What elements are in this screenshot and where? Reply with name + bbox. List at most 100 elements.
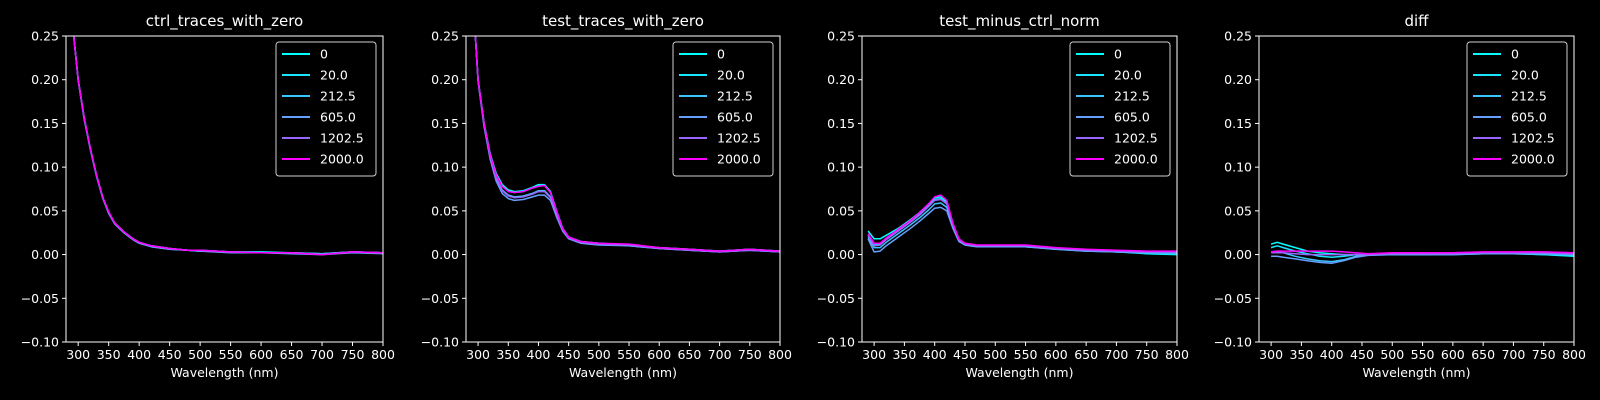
- legend-item: 605.0: [679, 110, 753, 125]
- series-line-5: [474, 36, 780, 252]
- legend-label: 2000.0: [1114, 152, 1158, 167]
- x-tick-label: 700: [1501, 347, 1525, 362]
- y-tick: 0.10: [431, 160, 466, 175]
- x-tick-label: 800: [1562, 347, 1586, 362]
- x-tick: 750: [1135, 342, 1159, 362]
- legend-label: 20.0: [1114, 68, 1142, 83]
- x-tick: 550: [617, 342, 641, 362]
- legend-label: 1202.5: [1114, 131, 1158, 146]
- legend-item: 605.0: [282, 110, 356, 125]
- chart-title: test_traces_with_zero: [542, 12, 704, 31]
- y-tick-label: 0.00: [431, 247, 459, 262]
- x-tick: 450: [557, 342, 581, 362]
- y-tick-label: −0.10: [817, 335, 855, 350]
- x-tick: 800: [1562, 342, 1586, 362]
- y-tick-label: 0.20: [431, 72, 459, 87]
- y-tick-label: −0.10: [21, 335, 59, 350]
- legend-item: 0: [282, 47, 328, 62]
- legend: 0 20.0 212.5 605.0 1202.5 2000.0: [1466, 41, 1568, 177]
- traces: [474, 36, 780, 253]
- y-tick-label: 0.25: [827, 29, 855, 44]
- y-tick-label: 0.00: [31, 247, 59, 262]
- legend-label: 605.0: [1511, 110, 1547, 125]
- chart-panel-3: 300 350 400 450 500 550 600 650 700 750 800 −0.10 −0…: [1214, 12, 1586, 380]
- x-tick-label: 800: [768, 347, 792, 362]
- chart-title: test_minus_ctrl_norm: [939, 12, 1100, 31]
- legend-item: 20.0: [679, 68, 745, 83]
- x-tick: 300: [66, 342, 90, 362]
- y-tick: 0.10: [1224, 160, 1259, 175]
- legend-item: 20.0: [1473, 68, 1539, 83]
- y-tick: 0.15: [1224, 116, 1259, 131]
- y-tick: 0.00: [1224, 247, 1259, 262]
- legend-item: 0: [1473, 47, 1519, 62]
- x-tick: 500: [983, 342, 1007, 362]
- legend-label: 2000.0: [717, 152, 761, 167]
- legend-label: 20.0: [1511, 68, 1539, 83]
- x-tick: 750: [341, 342, 364, 362]
- x-tick-label: 700: [708, 347, 732, 362]
- x-tick: 500: [188, 342, 212, 362]
- legend-item: 212.5: [1473, 89, 1547, 104]
- chart-panel-0: 300 350 400 450 500 550 600 650 700 750 800 −0.10 −0…: [21, 12, 395, 380]
- legend-item: 212.5: [282, 89, 356, 104]
- y-tick-label: 0.15: [31, 116, 59, 131]
- chart-panel-2: 300 350 400 450 500 550 600 650 700 750 800 −0.10 −0…: [817, 12, 1189, 380]
- y-tick-label: 0.10: [1224, 160, 1252, 175]
- chart-title: diff: [1404, 12, 1429, 30]
- y-tick-label: 0.25: [431, 29, 459, 44]
- x-tick-label: 400: [1320, 347, 1344, 362]
- y-tick: −0.05: [421, 291, 466, 306]
- y-tick: −0.10: [421, 335, 466, 350]
- legend-label: 0: [1114, 47, 1122, 62]
- y-tick: 0.20: [1224, 72, 1259, 87]
- legend-item: 1202.5: [1076, 131, 1158, 146]
- y-tick-label: 0.20: [1224, 72, 1252, 87]
- x-tick: 600: [1441, 342, 1465, 362]
- x-tick-label: 700: [310, 347, 334, 362]
- y-tick: 0.00: [827, 247, 862, 262]
- series-line-3: [867, 206, 1177, 254]
- y-tick: −0.05: [21, 291, 66, 306]
- x-tick: 350: [892, 342, 916, 362]
- traces: [867, 194, 1177, 256]
- axes-frame: [1258, 35, 1575, 343]
- x-tick-label: 300: [862, 347, 886, 362]
- legend-label: 0: [717, 47, 725, 62]
- y-tick: −0.05: [1214, 291, 1259, 306]
- x-tick-label: 750: [1532, 347, 1556, 362]
- legend: 0 20.0 212.5 605.0 1202.5 2000.0: [1069, 41, 1171, 177]
- y-tick-label: 0.15: [1224, 116, 1252, 131]
- y-tick-label: −0.05: [1214, 291, 1252, 306]
- x-tick-label: 800: [371, 347, 395, 362]
- y-tick: 0.15: [827, 116, 862, 131]
- traces: [1270, 241, 1574, 265]
- legend: 0 20.0 212.5 605.0 1202.5 2000.0: [275, 41, 377, 177]
- legend-item: 20.0: [282, 68, 348, 83]
- chart-panel-1: 300 350 400 450 500 550 600 650 700 750 800 −0.10 −0…: [421, 12, 792, 380]
- y-tick-label: 0.15: [431, 116, 459, 131]
- y-tick: 0.15: [431, 116, 466, 131]
- y-tick-label: 0.15: [827, 116, 855, 131]
- legend-item: 2000.0: [1473, 152, 1555, 167]
- x-tick-label: 350: [892, 347, 916, 362]
- legend-label: 605.0: [1114, 110, 1150, 125]
- x-tick: 400: [1320, 342, 1344, 362]
- x-tick-label: 650: [280, 347, 304, 362]
- x-tick: 350: [97, 342, 121, 362]
- x-tick: 500: [1380, 342, 1404, 362]
- x-tick: 400: [527, 342, 550, 362]
- x-tick-label: 650: [677, 347, 701, 362]
- x-tick-label: 400: [923, 347, 947, 362]
- legend-item: 2000.0: [1076, 152, 1158, 167]
- traces: [72, 36, 383, 256]
- y-tick-label: −0.10: [421, 335, 459, 350]
- y-tick: 0.00: [31, 247, 66, 262]
- y-tick-label: 0.25: [1224, 29, 1252, 44]
- x-tick: 300: [862, 342, 886, 362]
- x-tick-label: 450: [557, 347, 581, 362]
- x-tick: 550: [1411, 342, 1435, 362]
- x-tick-label: 650: [1471, 347, 1495, 362]
- x-axis-label: Wavelength (nm): [171, 365, 279, 380]
